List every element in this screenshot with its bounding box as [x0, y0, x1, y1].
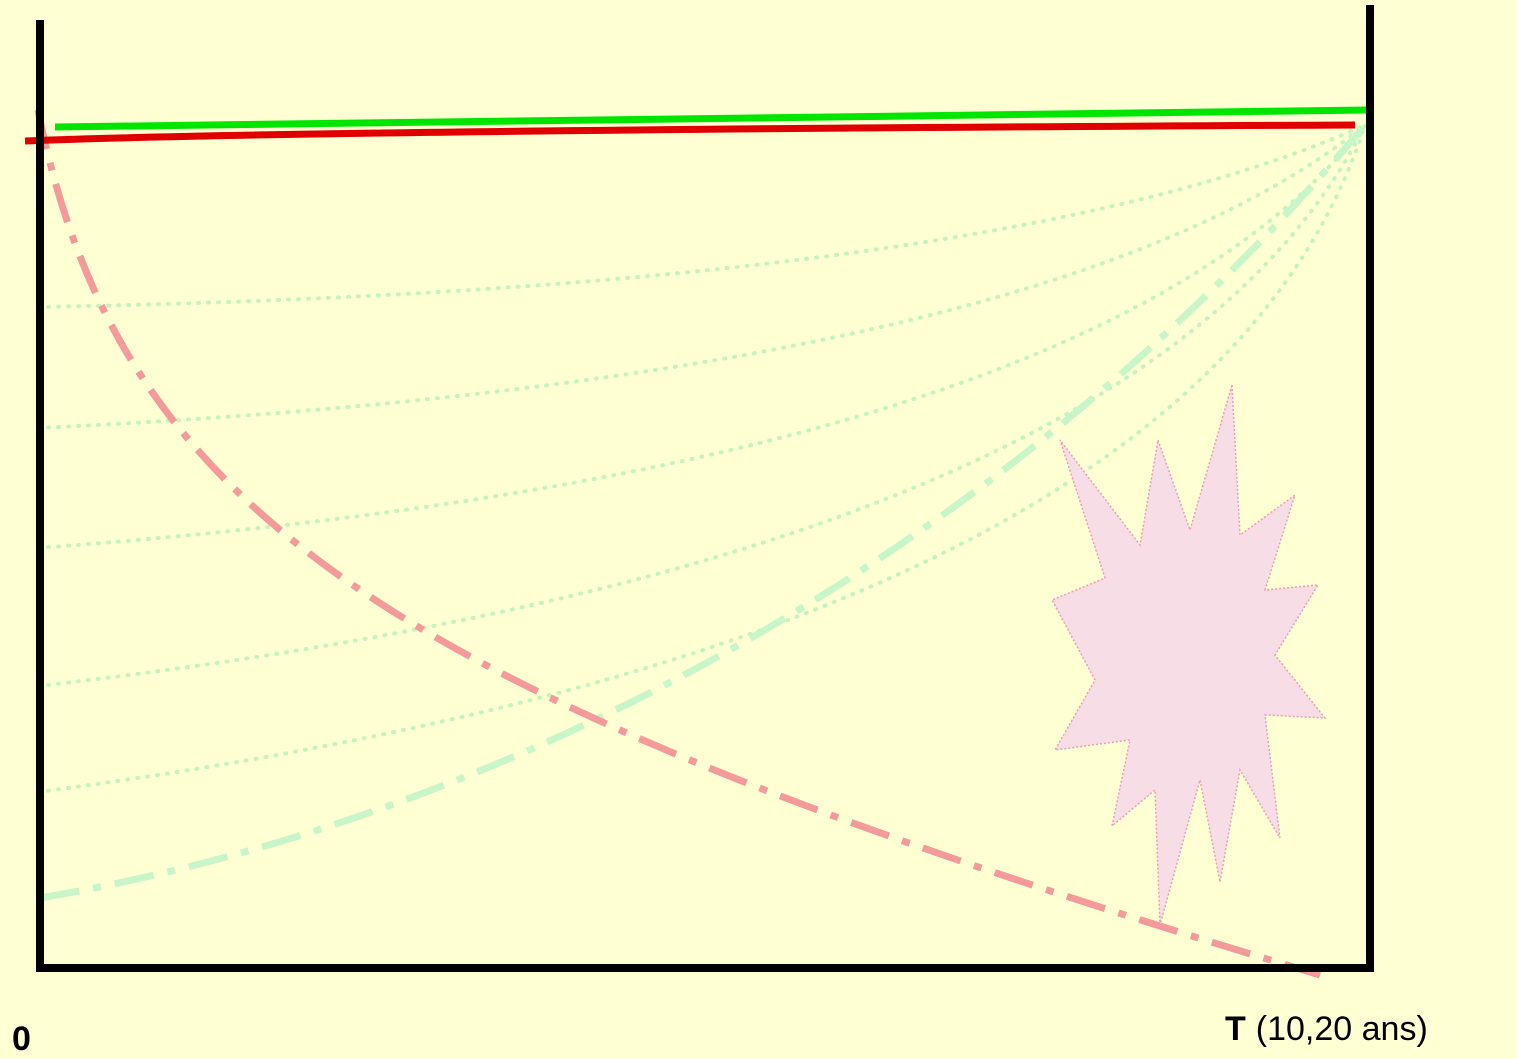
origin-label: 0	[12, 1020, 31, 1058]
diagram: 0 T (10,20 ans)	[0, 0, 1517, 1059]
end-note: (10,20 ans)	[1256, 1010, 1428, 1048]
end-label: T (10,20 ans)	[1225, 1010, 1428, 1048]
page: 0 T(10,20 ans) (() => { const data = JSO…	[0, 0, 1517, 1059]
end-symbol: T	[1225, 1010, 1246, 1048]
